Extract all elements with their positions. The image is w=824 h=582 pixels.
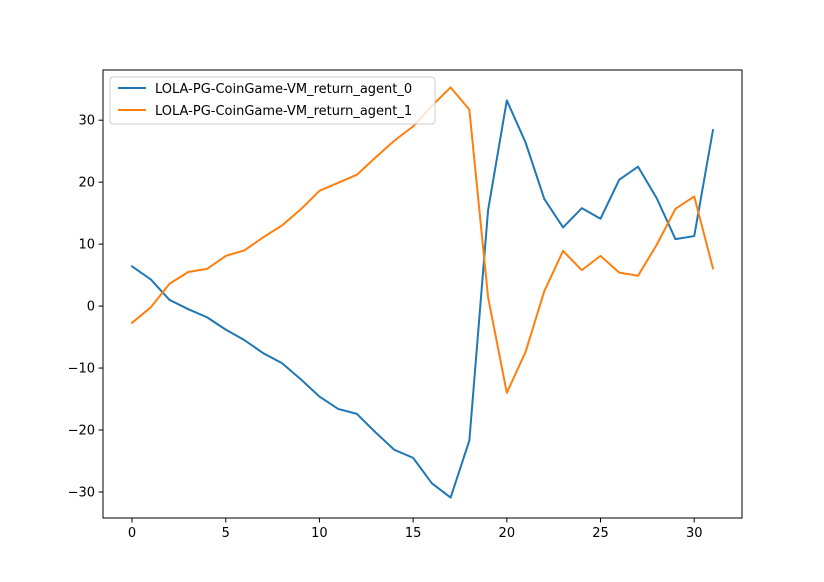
x-tick-label: 30 [686,526,703,541]
y-axis: −30 −20 −10 0 10 20 30 [68,114,103,500]
legend: LOLA-PG-CoinGame-VM_return_agent_0 LOLA-… [109,76,436,125]
legend-label-agent-0: LOLA-PG-CoinGame-VM_return_agent_0 [155,82,412,97]
series-line-agent-0 [130,99,715,499]
x-tick-label: 0 [128,526,136,541]
x-axis: 0 5 10 15 20 25 30 [128,518,703,541]
x-tick-label: 10 [311,526,328,541]
x-tick-label: 15 [405,526,422,541]
x-tick-label: 25 [592,526,609,541]
plot-frame [102,69,743,519]
legend-label-agent-1: LOLA-PG-CoinGame-VM_return_agent_1 [155,104,412,119]
x-tick-label: 20 [499,526,516,541]
y-tick-label: −20 [68,424,95,439]
y-tick-label: −30 [68,485,95,500]
plot-area [103,70,742,518]
legend-box [109,76,436,125]
y-tick-label: 10 [78,238,95,253]
x-tick-label: 5 [222,526,230,541]
y-tick-label: 30 [78,114,95,129]
y-tick-label: 0 [87,300,95,315]
y-tick-label: −10 [68,362,95,377]
y-tick-label: 20 [78,176,95,191]
